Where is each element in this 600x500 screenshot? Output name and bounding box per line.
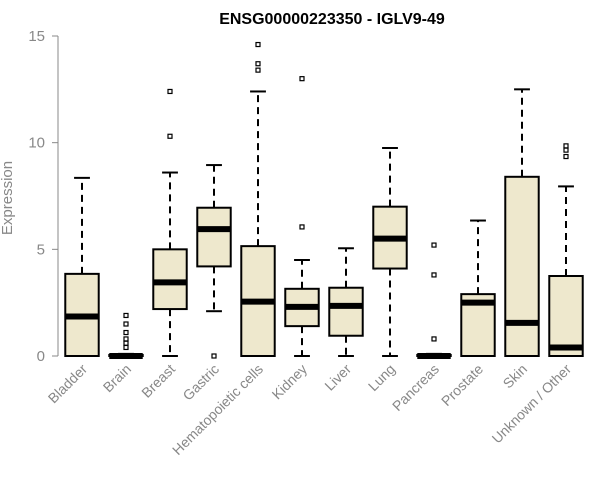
boxes <box>64 41 584 359</box>
box-hematopoietic-cells <box>240 41 276 357</box>
x-tick-label: Pancreas <box>389 361 442 414</box>
outlier-point <box>123 312 129 319</box>
outlier-point <box>123 329 129 336</box>
y-tick-label: 10 <box>28 135 45 152</box>
y-tick-label: 15 <box>28 28 45 45</box>
y-axis: 0 5 10 15 <box>28 28 59 365</box>
x-tick-label: Lung <box>365 361 398 394</box>
outlier-point <box>123 336 129 342</box>
outlier-point <box>255 67 261 73</box>
x-tick-label: Kidney <box>269 361 311 403</box>
x-tick-label: Skin <box>500 361 531 392</box>
outlier-point <box>431 336 437 342</box>
outlier-point <box>431 272 437 278</box>
x-tick-label: Breast <box>138 361 178 401</box>
box-lung <box>372 147 408 357</box>
box-skin <box>504 88 540 357</box>
chart-title: ENSG00000223350 - IGLV9-49 <box>219 11 445 28</box>
outlier-point <box>299 224 305 230</box>
box-bladder <box>64 176 100 357</box>
outlier-point <box>563 153 569 160</box>
x-tick-label: Gastric <box>179 361 222 404</box>
box-unknown-other <box>548 143 584 357</box>
outlier-point <box>563 143 569 149</box>
box-pancreas <box>416 242 452 359</box>
y-tick-label: 5 <box>37 241 45 258</box>
box-breast <box>152 88 188 357</box>
box-prostate <box>460 219 496 357</box>
outlier-point <box>167 88 173 95</box>
y-axis-label: Expression <box>0 161 16 235</box>
outlier-point <box>123 321 129 327</box>
x-tick-label: Liver <box>321 361 354 394</box>
box-iqr <box>504 175 540 357</box>
box-liver <box>328 247 364 357</box>
x-tick-label: Brain <box>100 361 134 395</box>
outlier-point <box>255 61 261 67</box>
outlier-point <box>123 344 129 351</box>
box-iqr <box>196 206 232 268</box>
outlier-point <box>255 41 261 48</box>
box-gastric <box>196 164 232 359</box>
x-tick-label: Bladder <box>45 361 91 407</box>
box-kidney <box>284 76 320 357</box>
outlier-point <box>123 340 129 346</box>
outlier-point <box>211 353 217 359</box>
x-tick-label: Prostate <box>438 361 486 409</box>
outlier-point <box>431 242 437 248</box>
outlier-point <box>299 76 305 82</box>
box-iqr <box>152 248 188 311</box>
box-iqr <box>548 275 584 357</box>
x-tick-label: Unknown / Other <box>489 361 575 447</box>
box-brain <box>108 312 144 359</box>
y-tick-label: 0 <box>37 348 45 365</box>
outlier-point <box>167 133 173 139</box>
outlier-point <box>563 147 569 153</box>
box-iqr <box>328 286 364 337</box>
